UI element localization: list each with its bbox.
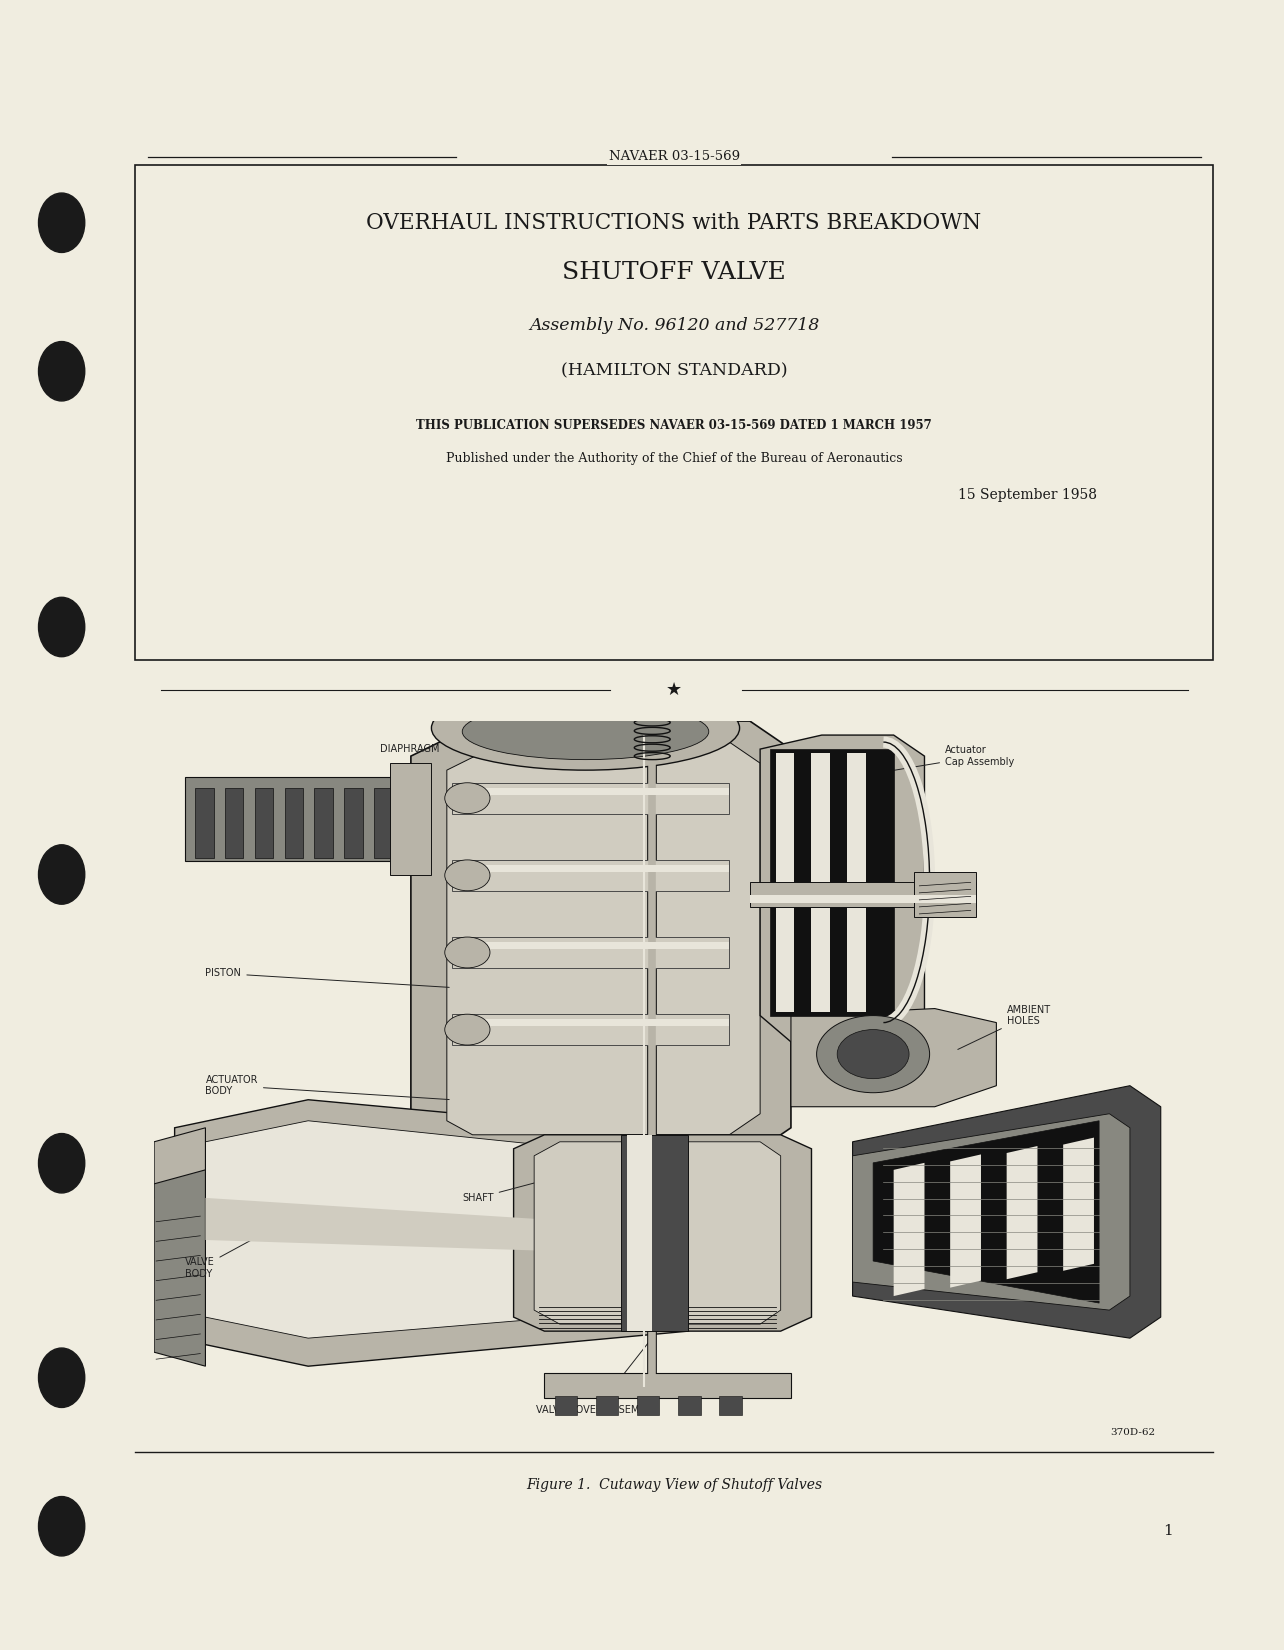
Polygon shape	[390, 762, 431, 875]
Bar	[285, 787, 303, 858]
Circle shape	[444, 782, 490, 813]
Polygon shape	[185, 777, 411, 861]
Bar	[254, 787, 273, 858]
Bar	[225, 787, 244, 858]
Text: Actuator
Cap Assembly: Actuator Cap Assembly	[855, 746, 1014, 777]
Ellipse shape	[431, 686, 740, 771]
Circle shape	[39, 193, 85, 252]
Text: 370D-62: 370D-62	[1111, 1427, 1156, 1437]
Bar	[544, 1373, 791, 1398]
Bar	[452, 860, 729, 891]
Circle shape	[39, 1348, 85, 1407]
Bar	[452, 1015, 729, 1044]
Text: PISTON: PISTON	[205, 969, 449, 987]
Bar	[344, 787, 362, 858]
Text: VALVE
POPPET: VALVE POPPET	[896, 1226, 1054, 1257]
Text: SHAFT: SHAFT	[462, 1157, 634, 1203]
Bar	[750, 894, 976, 904]
Text: THIS PUBLICATION SUPERSEDES NAVAER 03-15-569 DATED 1 MARCH 1957: THIS PUBLICATION SUPERSEDES NAVAER 03-15…	[416, 419, 932, 432]
Text: SHUTOFF VALVE: SHUTOFF VALVE	[562, 261, 786, 284]
Bar	[195, 787, 213, 858]
Polygon shape	[760, 736, 924, 1051]
Text: 1: 1	[1163, 1525, 1174, 1538]
Circle shape	[444, 937, 490, 969]
Text: AMBIENT
HOLES: AMBIENT HOLES	[958, 1005, 1050, 1049]
Circle shape	[39, 342, 85, 401]
Polygon shape	[205, 1120, 678, 1338]
Polygon shape	[853, 1114, 1130, 1310]
Circle shape	[444, 860, 490, 891]
Bar	[555, 1396, 578, 1416]
Text: VALVE COVER ASSEMBLY: VALVE COVER ASSEMBLY	[535, 1333, 656, 1414]
Bar	[811, 752, 829, 1011]
Polygon shape	[205, 1198, 668, 1254]
Polygon shape	[154, 1129, 205, 1211]
Polygon shape	[950, 1155, 981, 1287]
Polygon shape	[154, 1170, 205, 1366]
Bar	[770, 749, 894, 1016]
Bar	[776, 752, 794, 1011]
Text: Figure 1.  Cutaway View of Shutoff Valves: Figure 1. Cutaway View of Shutoff Valves	[526, 1478, 822, 1492]
Bar	[621, 1135, 688, 1332]
Text: NAVAER 03-15-569: NAVAER 03-15-569	[609, 150, 740, 163]
Bar	[596, 1396, 619, 1416]
Bar	[452, 937, 729, 969]
Text: (HAMILTON STANDARD): (HAMILTON STANDARD)	[561, 363, 787, 380]
Text: 15 September 1958: 15 September 1958	[958, 488, 1097, 502]
Bar	[627, 1135, 652, 1332]
Polygon shape	[894, 1163, 924, 1297]
Text: VALVE
BODY: VALVE BODY	[185, 1228, 275, 1279]
Text: Assembly No. 96120 and 527718: Assembly No. 96120 and 527718	[529, 317, 819, 333]
Bar	[452, 787, 729, 795]
Circle shape	[837, 1030, 909, 1079]
Circle shape	[39, 597, 85, 657]
Bar	[452, 942, 729, 949]
Bar	[719, 1396, 742, 1416]
Polygon shape	[873, 1120, 1099, 1304]
Bar	[678, 1396, 701, 1416]
Polygon shape	[534, 1142, 781, 1323]
Circle shape	[39, 1134, 85, 1193]
Polygon shape	[411, 721, 791, 1155]
Bar	[914, 871, 976, 917]
Text: Published under the Authority of the Chief of the Bureau of Aeronautics: Published under the Authority of the Chi…	[446, 452, 903, 465]
Circle shape	[39, 1497, 85, 1556]
Ellipse shape	[462, 703, 709, 759]
Bar	[750, 883, 976, 908]
Circle shape	[39, 845, 85, 904]
Polygon shape	[447, 742, 760, 1135]
Polygon shape	[853, 1086, 1161, 1338]
Circle shape	[817, 1016, 930, 1092]
Polygon shape	[1063, 1137, 1094, 1270]
Bar	[847, 752, 865, 1011]
Bar	[637, 1396, 660, 1416]
Circle shape	[444, 1015, 490, 1044]
Text: DIAPHRAGM: DIAPHRAGM	[380, 736, 511, 754]
Bar	[135, 165, 1213, 660]
Polygon shape	[1007, 1147, 1037, 1279]
Bar	[452, 1020, 729, 1026]
Polygon shape	[514, 1135, 811, 1332]
Text: ★: ★	[666, 681, 682, 698]
Text: OVERHAUL INSTRUCTIONS with PARTS BREAKDOWN: OVERHAUL INSTRUCTIONS with PARTS BREAKDO…	[366, 211, 982, 234]
Bar	[315, 787, 333, 858]
Bar	[452, 865, 729, 871]
Polygon shape	[791, 1008, 996, 1107]
Polygon shape	[175, 1101, 719, 1366]
Bar	[374, 787, 393, 858]
Bar	[452, 782, 729, 813]
Text: ACTUATOR
BODY: ACTUATOR BODY	[205, 1074, 449, 1099]
